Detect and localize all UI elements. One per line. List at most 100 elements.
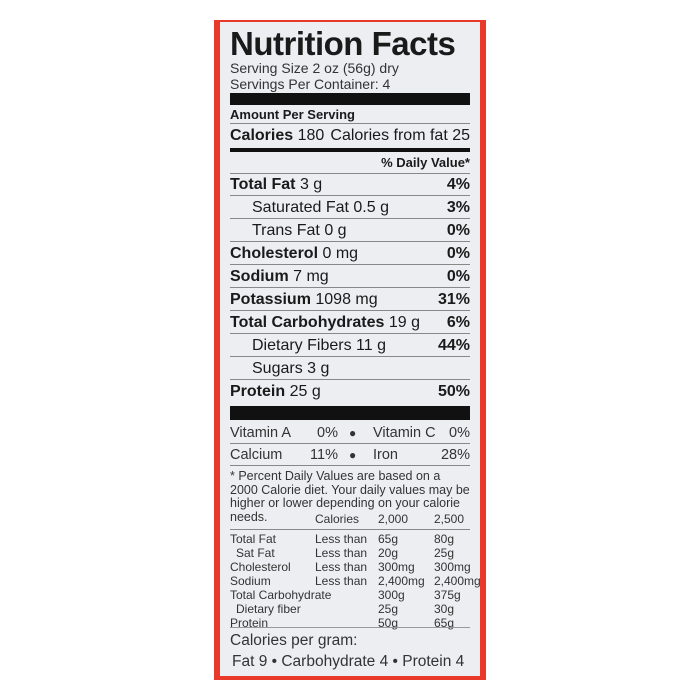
nutrient-amount: 25 g <box>289 383 321 400</box>
nutrition-label: Nutrition Facts Serving Size 2 oz (56g) … <box>214 20 486 680</box>
vitamin-list: Vitamin A 0% ● Vitamin C 0% Calcium 11% ● Iron 28… <box>230 422 470 466</box>
vitamin-name: Vitamin A <box>230 425 291 441</box>
nutrient-row: Sodium 7 mg 0% <box>230 265 470 288</box>
nutrient-name: Trans Fat <box>252 222 320 239</box>
dv-table-cell: Less than <box>315 560 368 574</box>
dv-table-cell: 2,400mg <box>378 574 425 588</box>
nutrient-amount: 19 g <box>388 314 420 331</box>
dv-table-cell: 2,000 <box>378 512 409 526</box>
dv-table-cell: Total Fat <box>230 532 277 546</box>
dv-table-row: Sodium Less than 2,400mg 2,400mg <box>230 574 481 588</box>
nutrient-amount: 3 g <box>299 176 323 193</box>
dv-table-cell: 20g <box>378 546 399 560</box>
dv-table-cell: 30g <box>434 602 455 616</box>
dv-table-row: Protein 50g 65g <box>230 616 470 630</box>
thick-divider <box>230 93 470 105</box>
dv-table-row: Calories 2,000 2,500 <box>230 512 470 526</box>
dv-table-row: Total Fat Less than 65g 80g <box>230 532 470 546</box>
nutrient-row: Protein 25 g 50% <box>230 380 470 403</box>
vitamin-pct: 0% <box>317 425 338 441</box>
nutrient-amount: 7 mg <box>293 268 329 285</box>
nutrient-row: Sugars 3 g <box>230 357 470 380</box>
dv-table-cell: 65g <box>378 532 399 546</box>
nutrient-row: Trans Fat 0 g 0% <box>230 219 470 242</box>
dv-table-cell: 80g <box>434 532 455 546</box>
divider <box>230 529 470 530</box>
dv-table-row: Dietary fiber 25g 30g <box>230 602 470 616</box>
vitamin-name: Iron <box>373 447 398 463</box>
nutrient-row: Dietary Fibers 11 g 44% <box>230 334 470 357</box>
calories-label: Calories <box>230 127 294 144</box>
nutrient-row: Cholesterol 0 mg 0% <box>230 242 470 265</box>
dv-table-cell: Calories <box>315 512 360 526</box>
thick-divider <box>230 406 470 420</box>
dv-table-row: Total Carbohydrate 300g 375g <box>230 588 470 602</box>
dv-table-cell: 300g <box>378 588 405 602</box>
dv-table-cell: 50g <box>378 616 399 630</box>
nutrient-daily-value: 31% <box>437 291 470 308</box>
divider <box>230 627 470 628</box>
label-title: Nutrition Facts <box>230 25 456 62</box>
nutrient-row: Total Fat 3 g 4% <box>230 173 470 196</box>
dv-table-cell: Protein <box>230 616 269 630</box>
nutrient-name: Total Fat <box>230 176 296 193</box>
dv-table-cell: 65g <box>434 616 455 630</box>
nutrient-daily-value: 0% <box>446 268 470 285</box>
nutrient-daily-value: 0% <box>446 222 470 239</box>
amount-per-serving: Amount Per Serving <box>230 107 355 122</box>
calories-per-gram-label: Calories per gram: <box>230 632 358 649</box>
nutrient-name: Sugars <box>252 360 303 377</box>
vitamin-row: Vitamin A 0% ● Vitamin C 0% <box>230 422 470 444</box>
vitamin-pct: 11% <box>310 447 338 463</box>
calories-per-gram-values: Fat 9 • Carbohydrate 4 • Protein 4 <box>232 653 465 670</box>
dv-table-cell: 2,500 <box>434 512 465 526</box>
nutrient-amount: 1098 mg <box>315 291 378 308</box>
dv-table-cell: Total Carbohydrate <box>230 588 332 602</box>
vitamin-row: Calcium 11% ● Iron 28% <box>230 444 470 466</box>
nutrient-row: Total Carbohydrates 19 g 6% <box>230 311 470 334</box>
daily-value-header: % Daily Value* <box>230 152 470 174</box>
dv-table-cell: Sodium <box>230 574 271 588</box>
nutrient-name: Potassium <box>230 291 311 308</box>
nutrient-name: Total Carbohydrates <box>230 314 385 331</box>
nutrient-list: Total Fat 3 g 4% Saturated Fat 0.5 g 3% Tran… <box>230 173 470 403</box>
dv-table-cell: 2,400mg <box>434 574 481 588</box>
nutrient-amount: 3 g <box>307 360 330 377</box>
nutrient-amount: 0 g <box>324 222 347 239</box>
label-panel: Nutrition Facts Serving Size 2 oz (56g) … <box>220 22 481 676</box>
dv-table-cell: Less than <box>315 574 368 588</box>
nutrient-daily-value: 0% <box>446 245 470 262</box>
nutrient-amount: 0 mg <box>322 245 359 262</box>
dv-table-cell: Less than <box>315 532 368 546</box>
nutrient-name: Dietary Fibers <box>252 337 352 354</box>
calories-from-fat: Calories from fat 25 <box>330 127 470 144</box>
bullet-icon: ● <box>349 448 357 462</box>
nutrient-name: Protein <box>230 383 286 400</box>
dv-table-row: Sat Fat Less than 20g 25g <box>230 546 470 560</box>
vitamin-pct: 0% <box>449 425 470 441</box>
divider <box>230 123 470 124</box>
vitamin-name: Calcium <box>230 447 283 463</box>
nutrient-amount: 11 g <box>356 337 386 354</box>
bullet-icon: ● <box>349 426 357 440</box>
footnote: * Percent Daily Values are based on a 20… <box>230 469 470 524</box>
dv-table-cell: 300mg <box>434 560 471 574</box>
nutrient-amount: 0.5 g <box>353 199 389 216</box>
nutrient-daily-value: 44% <box>437 337 470 354</box>
dv-table-cell: 25g <box>434 546 455 560</box>
servings-per-container: Servings Per Container: 4 <box>230 76 391 92</box>
nutrient-daily-value: 4% <box>446 176 470 193</box>
serving-size: Serving Size 2 oz (56g) dry <box>230 60 399 76</box>
dv-table-cell: Cholesterol <box>230 560 291 574</box>
dv-table-cell: Sat Fat <box>236 546 275 560</box>
nutrient-name: Sodium <box>230 268 289 285</box>
nutrient-daily-value: 3% <box>446 199 470 216</box>
nutrient-row: Potassium 1098 mg 31% <box>230 288 470 311</box>
dv-table-cell: Dietary fiber <box>236 602 301 616</box>
nutrient-daily-value: 6% <box>446 314 470 331</box>
nutrient-name: Cholesterol <box>230 245 319 262</box>
dv-table-row: Cholesterol Less than 300mg 300mg <box>230 560 471 574</box>
dv-table-cell: 25g <box>378 602 399 616</box>
vitamin-pct: 28% <box>440 447 470 463</box>
calories-row: Calories 180 Calories from fat 25 <box>230 125 470 147</box>
